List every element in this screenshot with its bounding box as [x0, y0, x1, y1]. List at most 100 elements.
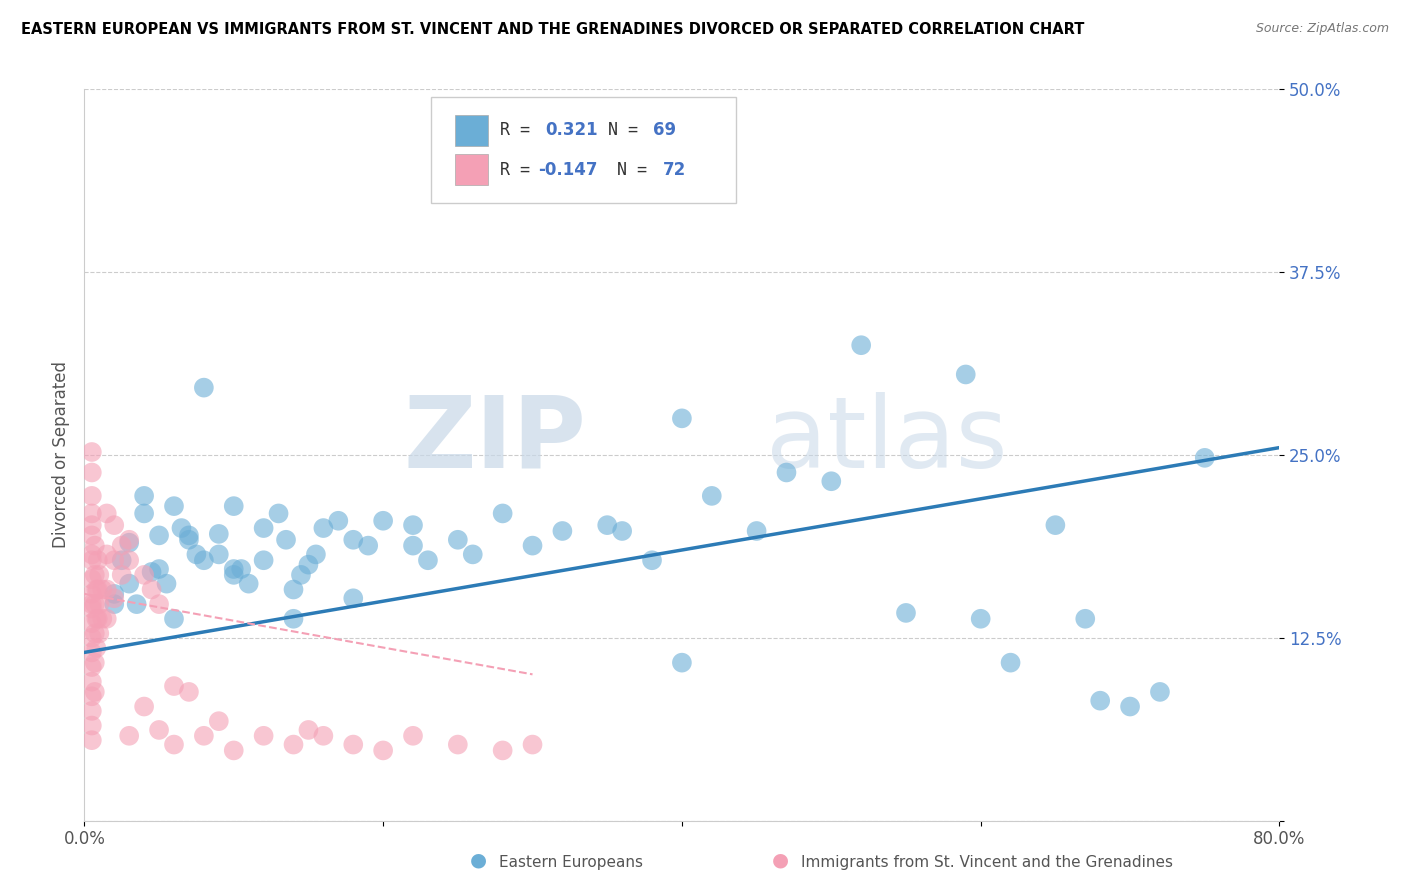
Point: [83, 626, 105, 640]
Point: [125, 597, 148, 611]
Text: R =: R =: [501, 121, 540, 139]
Point: [103, 518, 125, 533]
Point: [447, 738, 470, 752]
Point: [132, 489, 156, 503]
Point: [80, 587, 103, 601]
Point: [80, 466, 103, 480]
Text: ZIP: ZIP: [404, 392, 586, 489]
Point: [305, 548, 328, 562]
Point: [402, 729, 425, 743]
Y-axis label: Divorced or Separated: Divorced or Separated: [52, 361, 70, 549]
Point: [87, 582, 110, 597]
Point: [177, 685, 200, 699]
Point: [461, 548, 484, 562]
Point: [148, 723, 170, 737]
Point: [87, 553, 110, 567]
Point: [290, 567, 312, 582]
Point: [118, 535, 141, 549]
Point: [89, 626, 111, 640]
Point: [820, 475, 842, 489]
Point: [80, 718, 103, 732]
Point: [551, 524, 574, 538]
Point: [186, 548, 208, 562]
Point: [610, 524, 633, 538]
Point: [492, 743, 515, 757]
Text: N =: N =: [607, 121, 648, 139]
Text: Immigrants from St. Vincent and the Grenadines: Immigrants from St. Vincent and the Gren…: [801, 855, 1174, 870]
Point: [80, 507, 103, 521]
Text: 0.321: 0.321: [546, 121, 599, 139]
Point: [522, 539, 544, 553]
FancyBboxPatch shape: [456, 154, 488, 185]
Point: [103, 597, 125, 611]
Point: [148, 562, 170, 576]
Point: [96, 612, 118, 626]
Point: [1088, 694, 1111, 708]
Point: [103, 553, 125, 567]
Point: [177, 533, 200, 547]
Point: [103, 591, 125, 606]
Point: [155, 576, 177, 591]
Point: [775, 466, 797, 480]
Point: [253, 729, 276, 743]
Point: [1000, 656, 1022, 670]
Point: [96, 507, 118, 521]
Point: [86, 582, 108, 597]
Point: [96, 582, 118, 597]
Point: [894, 606, 917, 620]
Text: 69: 69: [654, 121, 676, 139]
Point: [170, 521, 193, 535]
Point: [671, 656, 693, 670]
Point: [267, 507, 290, 521]
Point: [83, 685, 105, 699]
Point: [222, 743, 245, 757]
Point: [283, 738, 305, 752]
Point: [641, 553, 664, 567]
Point: [402, 518, 425, 533]
Text: Source: ZipAtlas.com: Source: ZipAtlas.com: [1256, 22, 1389, 36]
Point: [118, 553, 141, 567]
Point: [87, 612, 110, 626]
Point: [492, 507, 515, 521]
Text: -0.147: -0.147: [538, 161, 598, 178]
Point: [193, 729, 215, 743]
Point: [222, 562, 245, 576]
Point: [80, 660, 103, 674]
Text: atlas: atlas: [765, 392, 1007, 489]
Point: [208, 548, 231, 562]
Point: [671, 411, 693, 425]
Point: [80, 548, 103, 562]
Point: [80, 572, 103, 586]
FancyBboxPatch shape: [456, 115, 488, 145]
Text: ●: ●: [470, 851, 486, 870]
Point: [208, 527, 231, 541]
Point: [1194, 450, 1216, 465]
Point: [80, 704, 103, 718]
Point: [80, 528, 103, 542]
FancyBboxPatch shape: [430, 96, 735, 202]
Point: [163, 679, 186, 693]
Point: [83, 567, 105, 582]
Point: [111, 553, 134, 567]
Point: [371, 743, 394, 757]
Point: [118, 729, 141, 743]
Point: [193, 553, 215, 567]
Point: [955, 368, 977, 382]
Point: [163, 499, 186, 513]
Point: [163, 612, 186, 626]
Text: N =: N =: [617, 161, 658, 178]
Point: [111, 567, 134, 582]
Point: [103, 587, 125, 601]
Point: [148, 597, 170, 611]
Point: [283, 582, 305, 597]
Point: [89, 597, 111, 611]
Point: [447, 533, 470, 547]
Point: [1045, 518, 1067, 533]
Point: [80, 553, 103, 567]
Point: [118, 533, 141, 547]
Point: [231, 562, 253, 576]
Point: [274, 533, 297, 547]
Point: [80, 616, 103, 631]
Point: [222, 499, 245, 513]
Point: [745, 524, 768, 538]
